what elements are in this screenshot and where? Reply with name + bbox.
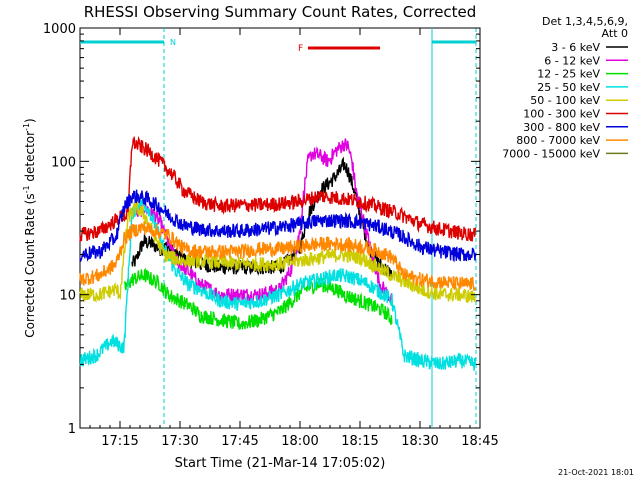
series-line (79, 135, 477, 242)
series-line (79, 189, 477, 263)
legend-label: 50 - 100 keV (530, 94, 600, 107)
series-line (79, 221, 477, 292)
footer-date: 21-Oct-2021 18:01 (558, 468, 634, 477)
legend-label: 25 - 50 keV (537, 81, 600, 94)
flare-label: F (298, 44, 303, 54)
series-line (135, 138, 393, 304)
series-line (79, 196, 477, 371)
x-tick-label: 18:45 (461, 434, 498, 449)
legend-label: 12 - 25 keV (537, 68, 600, 81)
legend-header-1: Det 1,3,4,5,6,9, (542, 15, 628, 28)
legend-label: 7000 - 15000 keV (502, 147, 600, 160)
legend-label: 6 - 12 keV (544, 54, 600, 67)
night-label: N (170, 38, 176, 47)
x-tick-label: 18:15 (341, 434, 378, 449)
x-axis-label: Start Time (21-Mar-14 17:05:02) (175, 456, 386, 471)
x-tick-label: 18:00 (281, 434, 318, 449)
x-tick-label: 17:45 (221, 434, 258, 449)
x-tick-label: 17:30 (161, 434, 198, 449)
legend-label: 300 - 800 keV (523, 121, 600, 134)
y-tick-label: 10 (59, 289, 76, 304)
y-tick-label: 1 (68, 422, 76, 437)
y-axis-label: Corrected Count Rate (s-1 detector-1) (22, 118, 37, 337)
legend-header-2: Att 0 (602, 27, 628, 40)
y-tick-label: 100 (51, 155, 76, 170)
series-line (79, 200, 477, 304)
x-tick-label: 17:15 (101, 434, 138, 449)
y-tick-label: 1000 (43, 22, 76, 37)
legend-label: 800 - 7000 keV (516, 134, 600, 147)
legend-label: 100 - 300 keV (523, 108, 600, 121)
legend-label: 3 - 6 keV (551, 41, 600, 54)
chart-title: RHESSI Observing Summary Count Rates, Co… (84, 3, 477, 21)
series-line (123, 267, 393, 330)
x-tick-label: 18:30 (401, 434, 438, 449)
